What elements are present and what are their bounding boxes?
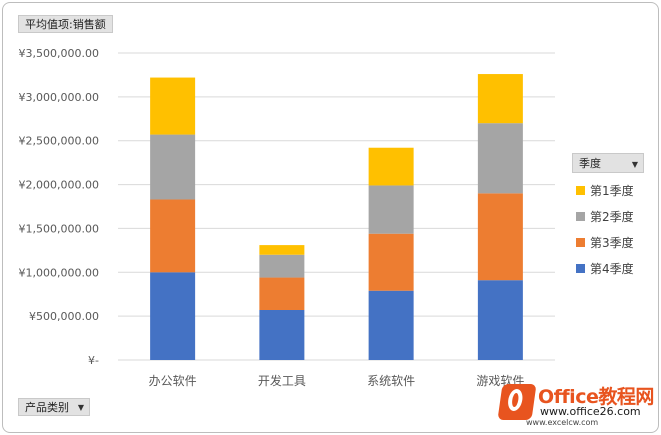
y-tick-label: ¥2,000,000.00: [19, 179, 99, 192]
bar-segment: [368, 185, 414, 234]
legend-item: 第1季度: [572, 177, 644, 203]
watermark: Office教程网 www.office26.com www.excelcw.c…: [497, 378, 658, 430]
value-field-button[interactable]: 平均值项:销售额: [18, 15, 113, 33]
axis-field-button[interactable]: 产品类别 ▼: [18, 398, 90, 416]
bar-segment: [477, 280, 523, 360]
bar-segment: [259, 254, 305, 278]
bar-segment: [150, 134, 196, 200]
y-tick-label: ¥-: [88, 354, 99, 367]
bar-segment: [150, 77, 196, 135]
bar-segment: [368, 290, 414, 360]
x-tick-label: 开发工具: [258, 373, 306, 388]
bar-segment: [368, 233, 414, 291]
legend-item: 第4季度: [572, 255, 644, 281]
y-tick-label: ¥1,000,000.00: [19, 266, 99, 279]
legend-item: 第3季度: [572, 229, 644, 255]
y-tick-label: ¥2,500,000.00: [19, 135, 99, 148]
legend-swatch: [576, 263, 585, 273]
bar-segment: [259, 277, 305, 311]
legend-item: 第2季度: [572, 203, 644, 229]
legend-swatch: [576, 237, 585, 247]
y-tick-label: ¥3,500,000.00: [19, 47, 99, 60]
bar-segment: [259, 245, 305, 255]
watermark-url-secondary: www.excelcw.com: [526, 418, 599, 427]
x-tick-label: 系统软件: [367, 374, 415, 388]
y-tick-label: ¥500,000.00: [29, 310, 99, 323]
bar-segment: [368, 147, 414, 186]
x-tick-label: 办公软件: [149, 373, 197, 388]
dropdown-arrow-icon: ▼: [77, 403, 84, 412]
bar-segment: [259, 310, 305, 360]
legend-label: 第2季度: [590, 209, 634, 224]
y-tick-label: ¥1,500,000.00: [19, 222, 99, 235]
bar-segment: [477, 123, 523, 194]
legend-title: 季度: [579, 157, 601, 170]
bar-segment: [150, 199, 196, 273]
bar-segment: [150, 272, 196, 360]
bar-segment: [477, 193, 523, 281]
legend-swatch: [576, 185, 585, 195]
office-logo-icon: [497, 384, 537, 420]
axis-field-label: 产品类别: [25, 401, 69, 414]
legend-label: 第4季度: [590, 261, 634, 276]
watermark-url: www.office26.com: [540, 405, 641, 418]
watermark-title: Office教程网: [538, 386, 654, 408]
legend-swatch: [576, 211, 585, 221]
dropdown-arrow-icon: ▼: [631, 160, 638, 169]
y-tick-label: ¥3,000,000.00: [19, 91, 99, 104]
legend-label: 第1季度: [590, 183, 634, 198]
legend-label: 第3季度: [590, 235, 634, 250]
bar-segment: [477, 74, 523, 124]
legend: 季度 ▼ 第1季度第2季度第3季度第4季度: [572, 153, 644, 281]
legend-filter-button[interactable]: 季度 ▼: [572, 153, 644, 173]
